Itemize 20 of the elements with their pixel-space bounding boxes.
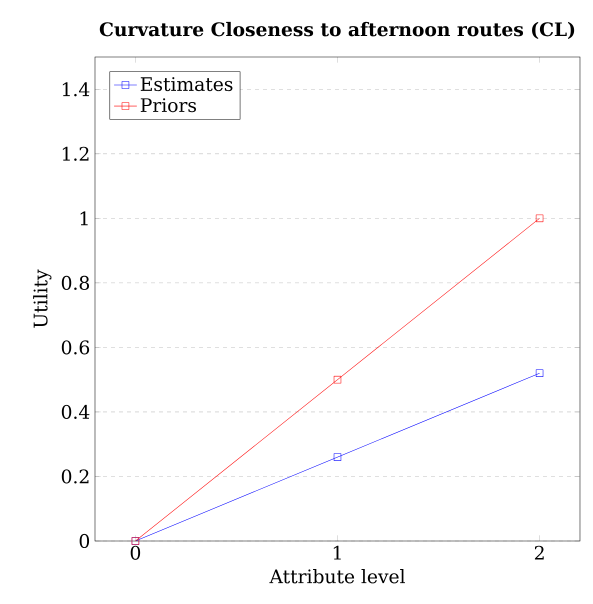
point	[334, 453, 342, 461]
chart-title: Curvature Closeness to afternoon routes (CL)	[100, 22, 574, 39]
y-tick-label: 0.2	[62, 469, 88, 484]
y-tick-label: 0.6	[62, 340, 90, 354]
y-tick-label: 1.2	[62, 146, 88, 161]
point	[536, 369, 544, 377]
point	[334, 376, 342, 384]
x-tick-label: 0	[130, 546, 140, 560]
y-tick-label: 0.8	[62, 276, 90, 290]
x-tick-label: 2	[534, 546, 544, 560]
point	[536, 214, 544, 222]
y-tick-label: 1	[80, 211, 88, 226]
y-axis-title: Utility	[33, 269, 52, 328]
y-tick-label: 0.4	[62, 404, 90, 419]
x-axis-title: Attribute level	[269, 568, 405, 584]
x-tick-label: 1	[334, 546, 341, 560]
y-tick-label: 1.4	[62, 82, 90, 96]
legend-label: Priors	[140, 98, 196, 112]
y-tick-label: 0	[80, 534, 90, 548]
legend-label: Estimates	[140, 77, 232, 92]
